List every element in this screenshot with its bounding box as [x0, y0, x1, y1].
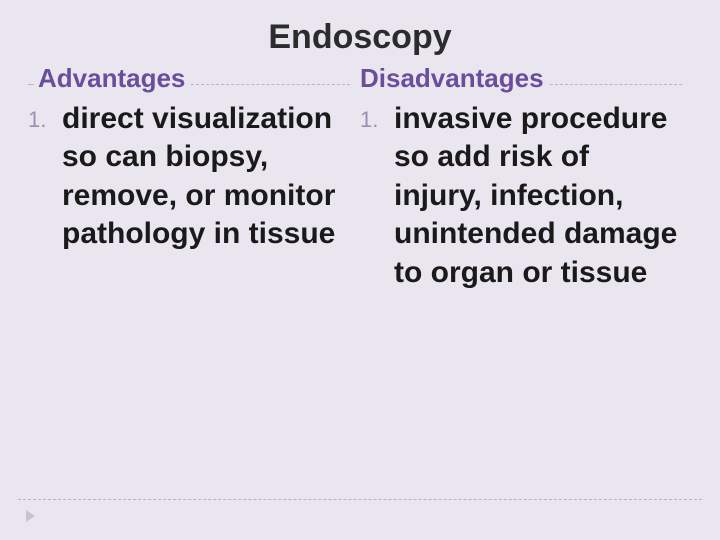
advantages-column: Advantages 1. direct visualization so ca…: [28, 63, 360, 292]
list-item: 1. invasive procedure so add risk of inj…: [360, 100, 682, 292]
list-item: 1. direct visualization so can biopsy, r…: [28, 100, 350, 254]
disadvantages-header: Disadvantages: [360, 63, 544, 94]
list-text: direct visualization so can biopsy, remo…: [62, 100, 350, 254]
slide-title: Endoscopy: [28, 18, 692, 57]
advantages-header: Advantages: [38, 63, 185, 94]
footer-arrow-icon: [26, 510, 35, 522]
disadvantages-header-row: Disadvantages: [360, 63, 682, 94]
columns: Advantages 1. direct visualization so ca…: [28, 63, 692, 292]
advantages-header-row: Advantages: [28, 63, 350, 94]
list-text: invasive procedure so add risk of injury…: [394, 100, 682, 292]
header-dash-right: [191, 72, 350, 85]
list-number: 1.: [360, 100, 394, 133]
header-dash-right: [550, 72, 682, 85]
header-dash-left: [28, 72, 34, 85]
disadvantages-column: Disadvantages 1. invasive procedure so a…: [360, 63, 692, 292]
list-number: 1.: [28, 100, 62, 133]
footer-divider: [18, 499, 702, 500]
slide: Endoscopy Advantages 1. direct visualiza…: [0, 0, 720, 540]
